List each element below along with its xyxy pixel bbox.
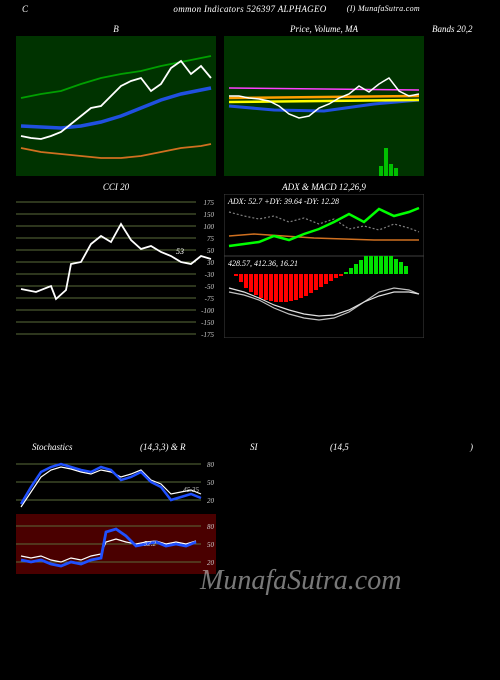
- header-bar: C ommon Indicators 526397 ALPHAGEO (I) M…: [0, 0, 500, 16]
- header-left-char: C: [22, 4, 28, 14]
- price-ma-chart: [224, 36, 424, 176]
- bollinger-panel: B: [16, 22, 216, 176]
- bollinger-title: B: [16, 22, 216, 36]
- svg-text:-30: -30: [205, 271, 215, 279]
- row-top-charts: B Price, Volume, MA Bands 20,2: [0, 22, 500, 176]
- macd-chart: 428.57, 412.36, 16.21: [224, 256, 424, 338]
- svg-text:75: 75: [207, 235, 215, 243]
- row-mid-charts: CCI 20 175 150 100 75 50 30 -30 -50 -75 -100 -150 -…: [0, 180, 500, 342]
- svg-text:-150: -150: [201, 319, 214, 327]
- svg-text:150: 150: [204, 211, 215, 219]
- svg-text:175: 175: [204, 199, 215, 207]
- adx-title: ADX & MACD 12,26,9: [224, 180, 424, 194]
- svg-text:428.57, 412.36, 16.21: 428.57, 412.36, 16.21: [228, 259, 298, 268]
- stoch-title-si: SI: [250, 442, 270, 452]
- header-title: ommon Indicators 526397 ALPHAGEO: [173, 4, 326, 14]
- svg-text:ADX: 52.7 +DY: 39.64 -DY: 12: ADX: 52.7 +DY: 39.64 -DY: 12.28: [227, 197, 339, 206]
- bands-panel: Bands 20,2: [424, 22, 500, 176]
- svg-text:-100: -100: [201, 307, 214, 315]
- price-ma-panel: Price, Volume, MA: [224, 22, 424, 176]
- stochastics-top-chart: 80 50 20 45.35: [16, 452, 216, 512]
- svg-text:80: 80: [207, 461, 215, 469]
- svg-text:20: 20: [207, 559, 215, 567]
- stoch-title-right: (14,5: [330, 442, 370, 452]
- svg-text:50: 50: [207, 479, 215, 487]
- stochastics-title-row: Stochastics (14,3,3) & R SI (14,5 ): [0, 442, 500, 452]
- stochastics-section: Stochastics (14,3,3) & R SI (14,5 ) 80 50…: [0, 442, 500, 574]
- cci-title: CCI 20: [16, 180, 216, 194]
- stoch-title-left: Stochastics: [32, 442, 90, 452]
- stochastics-bot-chart: 80 50 20 52.2: [16, 514, 216, 574]
- svg-text:50: 50: [207, 247, 215, 255]
- adx-chart: ADX: 52.7 +DY: 39.64 -DY: 12.28: [224, 194, 424, 256]
- cci-panel: CCI 20 175 150 100 75 50 30 -30 -50 -75 -100 -150 -…: [16, 180, 216, 342]
- stoch-title-end: ): [470, 442, 480, 452]
- svg-text:80: 80: [207, 523, 215, 531]
- price-ma-title: Price, Volume, MA: [224, 22, 424, 36]
- adx-macd-panel: ADX & MACD 12,26,9 ADX: 52.7 +DY: 39.64 …: [224, 180, 424, 342]
- svg-text:50: 50: [207, 541, 215, 549]
- svg-text:-75: -75: [205, 295, 215, 303]
- cci-chart: 175 150 100 75 50 30 -30 -50 -75 -100 -150 -175 53: [16, 194, 216, 342]
- svg-text:100: 100: [204, 223, 215, 231]
- svg-text:30: 30: [206, 259, 215, 267]
- svg-text:-175: -175: [201, 331, 214, 339]
- svg-text:-50: -50: [205, 283, 215, 291]
- bollinger-chart: [16, 36, 216, 176]
- bands-title: Bands 20,2: [424, 22, 500, 36]
- stoch-title-mid: (14,3,3) & R: [140, 442, 210, 452]
- header-copyright: (I) MunafaSutra.com: [347, 4, 420, 13]
- svg-text:53: 53: [176, 247, 184, 256]
- svg-text:20: 20: [207, 497, 215, 505]
- svg-text:52.2: 52.2: [144, 540, 157, 548]
- svg-text:45.35: 45.35: [183, 486, 199, 494]
